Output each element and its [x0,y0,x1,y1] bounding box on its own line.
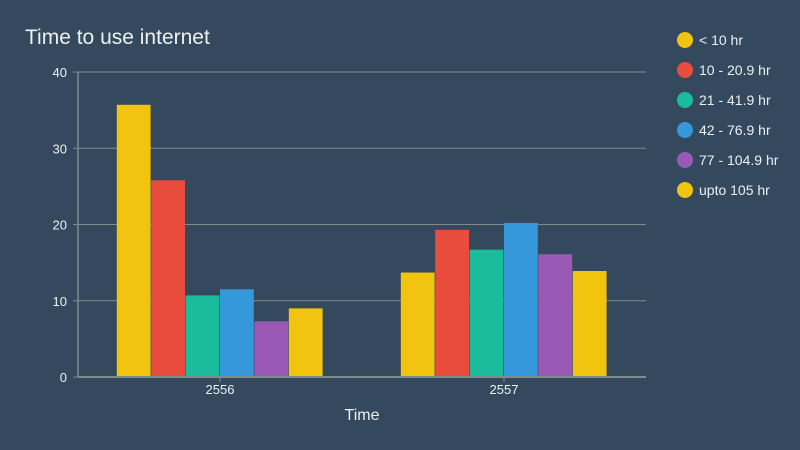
legend-item[interactable]: 21 - 41.9 hr [677,85,778,115]
bar-2557-series-0[interactable] [400,272,435,377]
bar-2557-series-4[interactable] [538,254,573,377]
legend-item[interactable]: 42 - 76.9 hr [677,115,778,145]
bar-2556-series-5[interactable] [288,308,323,377]
legend-label: < 10 hr [699,32,743,48]
chart-title: Time to use internet [25,26,210,49]
x-tick-label: 2556 [206,382,235,397]
legend-swatch [677,32,693,48]
legend-swatch [677,122,693,138]
y-tick-label: 0 [60,370,67,385]
y-tick-label: 20 [53,218,67,233]
legend-label: 10 - 20.9 hr [699,62,771,78]
bar-2557-series-1[interactable] [435,229,469,377]
legend-item[interactable]: < 10 hr [677,25,778,55]
axes: 0 10 20 30 40 2556 2557 [53,65,646,397]
legend-item[interactable]: upto 105 hr [677,175,778,205]
bar-2557-series-3[interactable] [504,222,538,377]
bar-2556-series-1[interactable] [151,180,185,377]
bar-2556-series-2[interactable] [185,295,220,377]
x-axis-title: Time [345,407,380,424]
legend-swatch [677,62,693,78]
y-tick-label: 10 [53,294,67,309]
legend-swatch [677,92,693,108]
legend-label: upto 105 hr [699,182,770,198]
legend-swatch [677,182,693,198]
y-tick-label: 40 [53,65,67,80]
legend-item[interactable]: 77 - 104.9 hr [677,145,778,175]
legend-label: 77 - 104.9 hr [699,152,779,168]
legend-swatch [677,152,693,168]
y-tick-label: 30 [53,141,67,156]
legend-label: 21 - 41.9 hr [699,92,771,108]
bar-2556-series-3[interactable] [220,289,254,377]
bars [116,104,607,377]
legend: < 10 hr 10 - 20.9 hr 21 - 41.9 hr 42 - 76.9… [677,25,778,205]
x-tick-label: 2557 [490,382,519,397]
bar-2556-series-0[interactable] [116,104,151,377]
legend-label: 42 - 76.9 hr [699,122,771,138]
bar-2557-series-2[interactable] [469,249,504,377]
bar-2556-series-4[interactable] [254,321,289,377]
legend-item[interactable]: 10 - 20.9 hr [677,55,778,85]
bar-2557-series-5[interactable] [572,271,607,377]
